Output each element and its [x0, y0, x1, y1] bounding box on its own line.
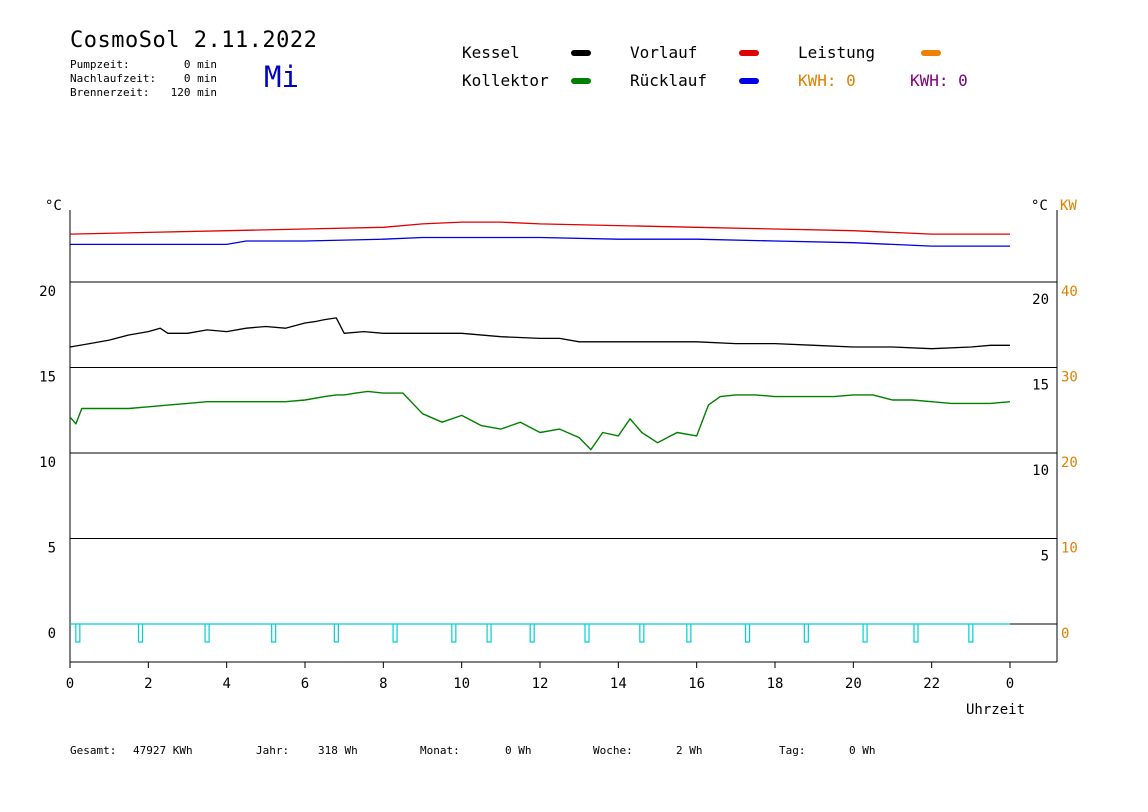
stat-brennerzeit-label: Brennerzeit: [70, 86, 150, 99]
series-leistung-pulse [584, 624, 590, 643]
y-right-tick-label: 15 [1032, 378, 1049, 394]
series-leistung-pulse [451, 624, 457, 643]
series-leistung-pulse [271, 624, 277, 643]
series-leistung-pulse [529, 624, 535, 643]
x-tick-label: 14 [610, 676, 627, 692]
legend-swatch-leistung [921, 50, 941, 56]
chart-tick-labels: 0 2 4 6 8 10 12 14 16 18 20 22 0 0 5 10 15 20 5 10 15 20 0 10 20… [39, 284, 1078, 692]
y-left-tick-label: 15 [39, 370, 56, 386]
weekday-label: Mi [264, 60, 299, 94]
footer-monat-label: Monat: [420, 744, 460, 757]
legend-label-vorlauf: Vorlauf [630, 43, 698, 62]
y-right-tick-label: 10 [1032, 463, 1049, 479]
y-right2-tick-label: 10 [1061, 541, 1078, 557]
footer-tag-label: Tag: [779, 744, 806, 757]
series-leistung-pulse [204, 624, 210, 643]
series-leistung-pulse [392, 624, 398, 643]
footer-tag-value: 0 Wh [849, 744, 876, 757]
x-tick-label: 18 [767, 676, 784, 692]
series-leistung-pulse [968, 624, 974, 643]
stat-brennerzeit-value: 120 min [170, 86, 217, 99]
legend-swatch-kollektor [571, 78, 591, 84]
series-leistung-pulse [137, 624, 144, 643]
legend-swatch-ruecklauf [739, 78, 759, 84]
y-left-tick-label: 20 [39, 284, 56, 300]
stat-nachlaufzeit-value: 0 min [183, 72, 217, 85]
y-right-tick-label: 20 [1032, 292, 1049, 308]
x-tick-label: 6 [301, 676, 309, 692]
y-right2-tick-label: 30 [1061, 370, 1078, 386]
legend-swatch-kessel [571, 50, 591, 56]
stat-nachlaufzeit-label: Nachlaufzeit: [70, 72, 157, 85]
series-line-ruecklauf [70, 236, 1010, 247]
legend-swatch-vorlauf [739, 50, 759, 56]
stat-pumpzeit-value: 0 min [183, 58, 217, 71]
series-leistung-pulse [803, 624, 809, 643]
series-leistung-pulse [75, 624, 81, 643]
x-tick-label: 2 [144, 676, 152, 692]
series-leistung-pulse [333, 624, 339, 643]
footer-jahr-label: Jahr: [256, 744, 290, 757]
x-tick-label: 22 [923, 676, 940, 692]
x-tick-label: 20 [845, 676, 862, 692]
y-left-tick-label: 10 [39, 455, 56, 471]
footer-jahr-value: 318 Wh [318, 744, 358, 757]
legend-kwh-1: KWH: 0 [798, 71, 856, 90]
footer-gesamt-label: Gesamt: [70, 744, 117, 757]
y-right2-unit: KW [1060, 198, 1077, 214]
x-tick-label: 0 [66, 676, 74, 692]
y-right-unit: °C [1031, 198, 1048, 214]
y-right-tick-label: 5 [1041, 549, 1049, 565]
y-right2-tick-label: 40 [1061, 284, 1078, 300]
legend-label-ruecklauf: Rücklauf [630, 71, 708, 90]
y-right2-tick-label: 20 [1061, 455, 1078, 471]
x-tick-label: 16 [688, 676, 705, 692]
legend-kwh-2: KWH: 0 [910, 71, 968, 90]
series-line-kollektor [69, 390, 1011, 451]
legend-label-kollektor: Kollektor [462, 71, 549, 90]
series-leistung-pulse [486, 624, 492, 643]
footer-woche-label: Woche: [593, 744, 633, 757]
x-tick-label: 4 [222, 676, 230, 692]
legend-label-kessel: Kessel [462, 43, 520, 62]
chart-axes [69, 210, 1058, 668]
chart-grid [70, 281, 1057, 625]
y-left-unit: °C [45, 198, 62, 214]
series-leistung-pulse [744, 624, 751, 643]
series-line-vorlauf [69, 221, 1010, 235]
chart-series [69, 221, 1011, 643]
series-leistung-pulse [639, 624, 645, 643]
footer-monat-value: 0 Wh [505, 744, 532, 757]
y-right2-tick-label: 0 [1061, 626, 1069, 642]
series-line-kessel [69, 317, 1010, 350]
x-tick-label: 10 [453, 676, 470, 692]
series-leistung-pulse [862, 624, 868, 643]
footer-woche-value: 2 Wh [676, 744, 703, 757]
chart-title: CosmoSol 2.11.2022 [70, 28, 318, 53]
x-tick-label: 8 [379, 676, 387, 692]
y-left-tick-label: 5 [48, 541, 56, 557]
y-left-tick-label: 0 [48, 626, 56, 642]
footer-gesamt-value: 47927 KWh [133, 744, 193, 757]
x-axis-label: Uhrzeit [966, 702, 1025, 718]
legend-label-leistung: Leistung [798, 43, 876, 62]
series-leistung-pulse [913, 624, 919, 643]
x-tick-label: 0 [1006, 676, 1014, 692]
x-tick-label: 12 [532, 676, 549, 692]
stat-pumpzeit-label: Pumpzeit: [70, 58, 130, 71]
series-leistung-pulse [686, 624, 692, 643]
